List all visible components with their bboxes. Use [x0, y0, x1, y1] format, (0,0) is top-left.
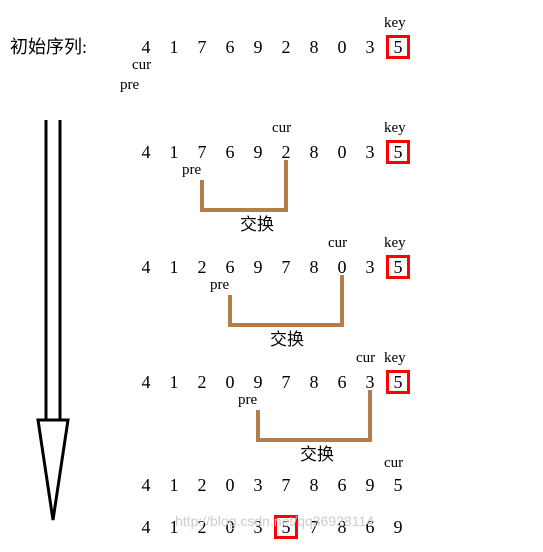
cell: 4: [132, 475, 160, 496]
cell: 1: [160, 475, 188, 496]
watermark: http://blog.csdn.net/qq36928114: [175, 513, 374, 529]
cell: 3: [244, 475, 272, 496]
cell: 8: [300, 475, 328, 496]
cell: 9: [384, 517, 412, 538]
cell: 4: [132, 517, 160, 538]
sequence-row: 4120378695: [132, 475, 412, 496]
swap-bracket: [0, 0, 543, 552]
swap-label: 交换: [240, 210, 274, 235]
cell: 5: [384, 475, 412, 496]
cell: 9: [356, 475, 384, 496]
swap-label: 交换: [300, 440, 334, 465]
cell: 0: [216, 475, 244, 496]
swap-label: 交换: [270, 325, 304, 350]
pointer-label-cur: cur: [384, 455, 403, 472]
cell: 2: [188, 475, 216, 496]
cell: 6: [328, 475, 356, 496]
cell: 7: [272, 475, 300, 496]
